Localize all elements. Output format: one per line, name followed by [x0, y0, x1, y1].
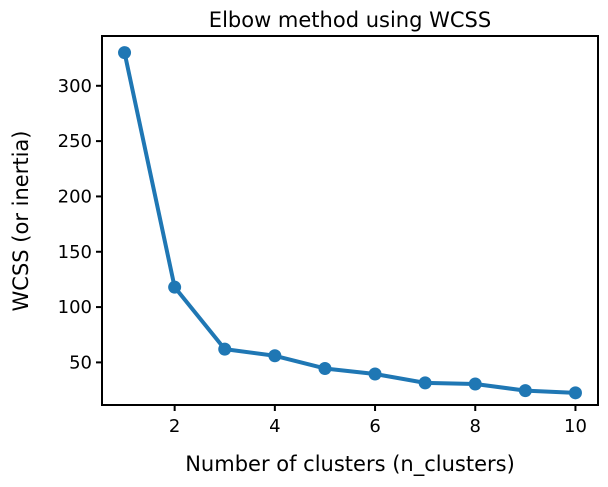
data-point: [268, 349, 282, 363]
data-point: [168, 280, 182, 294]
y-tick-label: 50: [69, 352, 92, 373]
ticks-layer: 2 4 6 8 10 50 100 150 200 250 300: [58, 76, 587, 437]
plot-frame: [101, 35, 599, 406]
chart-title: Elbow method using WCSS: [209, 8, 491, 32]
data-point: [118, 46, 132, 60]
y-tick-label: 100: [58, 297, 92, 318]
y-tick-label: 250: [58, 131, 92, 152]
x-axis-label: Number of clusters (n_clusters): [185, 452, 515, 477]
data-point: [318, 361, 332, 375]
x-tick-label: 8: [470, 416, 481, 437]
x-tick-label: 6: [369, 416, 380, 437]
data-point: [568, 386, 582, 400]
y-tick-label: 200: [58, 186, 92, 207]
data-point: [468, 377, 482, 391]
data-point: [218, 342, 232, 356]
x-tick-label: 2: [169, 416, 180, 437]
data-point: [368, 367, 382, 381]
x-tick-label: 4: [269, 416, 280, 437]
series-line: [122, 50, 578, 395]
x-tick-label: 10: [564, 416, 587, 437]
y-axis-label: WCSS (or inertia): [9, 131, 33, 312]
series-layer: [118, 46, 582, 400]
y-tick-label: 150: [58, 242, 92, 263]
y-tick-label: 300: [58, 76, 92, 97]
data-point: [518, 384, 532, 398]
data-point: [418, 376, 432, 390]
